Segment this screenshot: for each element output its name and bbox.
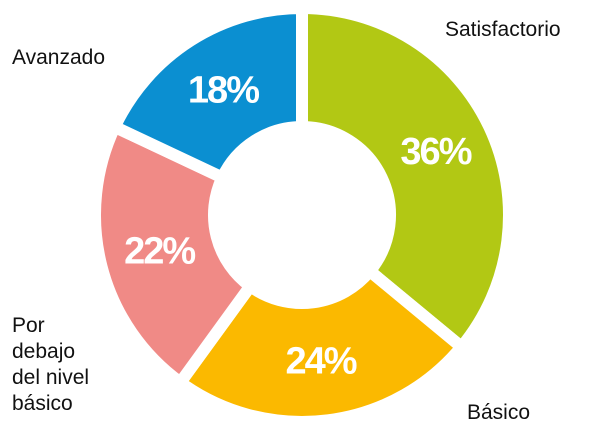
donut-segment (171, 262, 470, 428)
donut-segment (296, 1, 515, 356)
category-label: Básico (467, 401, 531, 424)
value-label: 24% (285, 340, 356, 382)
category-label: Por debajo del nivel básico (12, 314, 90, 415)
category-label: Avanzado (12, 46, 106, 69)
value-label: 18% (188, 69, 259, 111)
value-label: 36% (400, 131, 471, 173)
donut-segment (89, 118, 259, 391)
category-label: Satisfactorio (445, 18, 561, 41)
donut-segment (106, 1, 308, 186)
value-label: 22% (124, 231, 195, 273)
